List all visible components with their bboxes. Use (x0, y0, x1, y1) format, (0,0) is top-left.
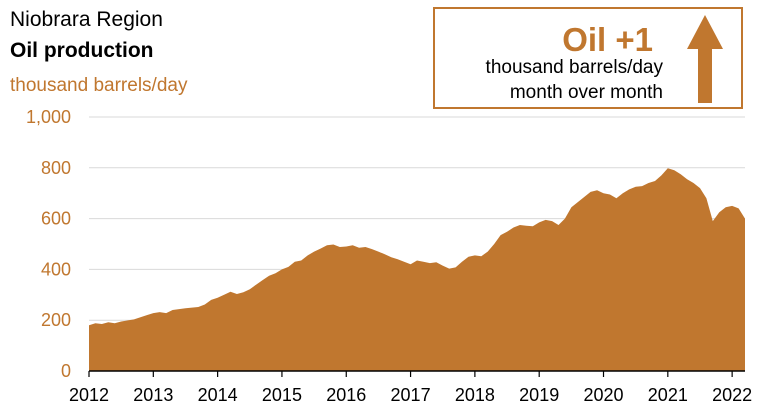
x-tick-label: 2014 (198, 385, 238, 405)
callout-line-2: month over month (509, 82, 663, 103)
x-tick-label: 2015 (262, 385, 302, 405)
y-axis: 0 200 400 600 800 1,000 (26, 107, 71, 381)
y-tick-label: 200 (41, 310, 71, 330)
x-axis: 2012 2013 2014 2015 2016 2017 2018 2019 2020 2021… (69, 370, 752, 405)
y-tick-label: 1,000 (26, 107, 71, 127)
up-arrow-icon (687, 15, 723, 103)
change-callout: Oil +1 thousand barrels/day month over m… (433, 7, 743, 109)
x-tick-label: 2017 (391, 385, 431, 405)
x-tick-label: 2018 (455, 385, 495, 405)
x-tick-label: 2016 (326, 385, 366, 405)
y-tick-label: 400 (41, 259, 71, 279)
y-tick-label: 800 (41, 158, 71, 178)
callout-headline: Oil +1 (562, 21, 653, 58)
production-area (89, 168, 745, 371)
chart-title: Oil production (10, 39, 154, 62)
unit-label: thousand barrels/day (10, 75, 188, 96)
callout-line-1: thousand barrels/day (485, 57, 663, 78)
y-tick-label: 0 (61, 361, 71, 381)
x-tick-label: 2020 (583, 385, 623, 405)
x-tick-label: 2022 (712, 385, 752, 405)
y-tick-label: 600 (41, 209, 71, 229)
region-label: Niobrara Region (10, 8, 163, 31)
x-tick-label: 2019 (519, 385, 559, 405)
x-tick-label: 2021 (648, 385, 688, 405)
x-tick-label: 2013 (133, 385, 173, 405)
x-tick-label: 2012 (69, 385, 109, 405)
